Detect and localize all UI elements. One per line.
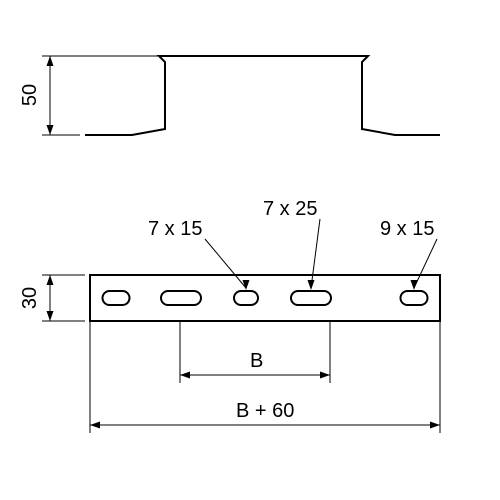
callout-7x25: 7 x 25 [263,198,317,220]
engineering-drawing: 50 30 7 x 15 7 x 25 9 x 15 B B + 60 [0,0,500,500]
slot [401,291,428,305]
dim-B-plus-60: B + 60 [236,400,294,422]
plate-outline [90,275,440,321]
bracket-profile [85,56,440,135]
callout-7x15: 7 x 15 [148,218,202,240]
slot [103,291,130,305]
callout-9x15: 9 x 15 [380,218,434,240]
dim-B: B [250,350,263,372]
dim-30: 30 [19,287,41,309]
slot [161,291,201,305]
slot [234,291,258,305]
slot [291,291,331,305]
dim-50: 50 [19,84,41,106]
